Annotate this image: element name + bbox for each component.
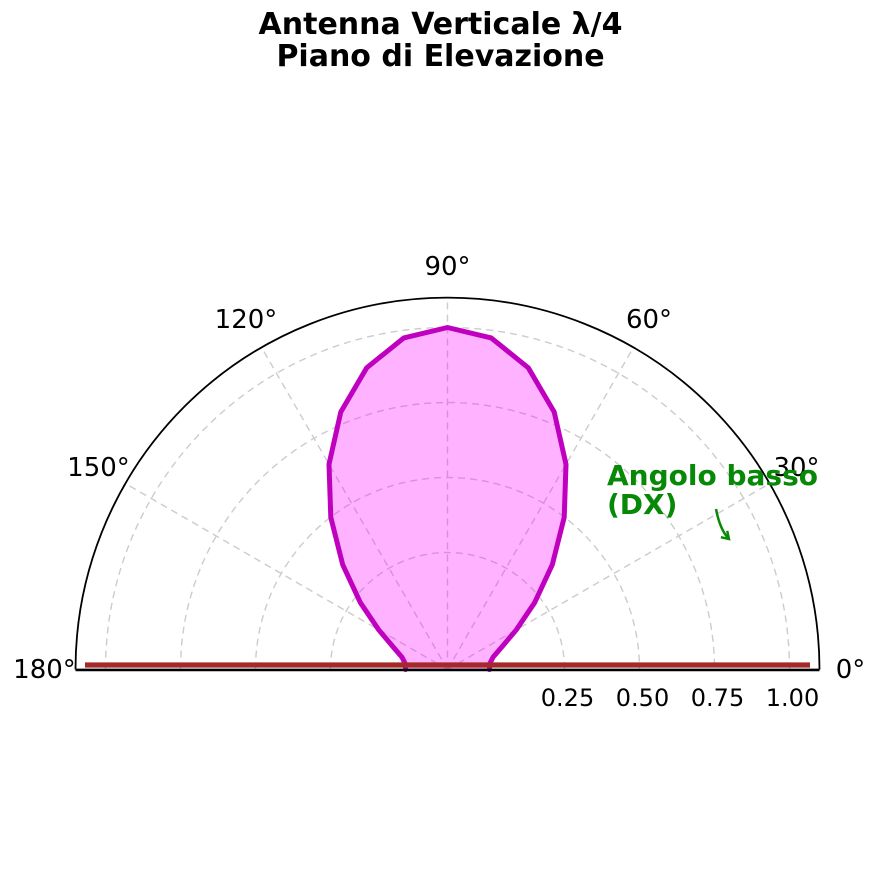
angle-tick-0: 0°: [835, 654, 866, 685]
angle-tick-60: 60°: [625, 305, 673, 336]
angle-tick-150: 150°: [67, 453, 130, 483]
angle-tick-180: 180°: [13, 654, 76, 685]
chart-title-line2: Piano di Elevazione: [276, 39, 605, 74]
angle-tick-30: 30°: [773, 453, 820, 483]
grid-circle-0.50: [254, 476, 641, 670]
annotation-line2: (DX): [607, 488, 678, 521]
angle-tick-120: 120°: [214, 305, 278, 336]
chart-title-line1: Antenna Verticale λ/4: [258, 7, 623, 42]
grid-circle-0.25: [329, 551, 566, 670]
pattern-lobe-outline: [326, 325, 569, 672]
grid-radial-120: [260, 346, 449, 670]
r-tick-0.25: 0.25: [540, 684, 595, 712]
annotation-angolo-basso: Angolo basso (DX): [607, 461, 818, 519]
grid-radial-60: [446, 346, 635, 670]
grid-radial-150: [124, 482, 448, 671]
r-tick-1.00: 1.00: [765, 684, 820, 712]
polar-spine-arc: [74, 296, 821, 670]
chart-title: Antenna Verticale λ/4 Piano di Elevazion…: [0, 9, 881, 73]
grid-radial-30: [447, 482, 771, 671]
r-tick-0.75: 0.75: [690, 684, 745, 712]
grid-circle-1.00: [104, 326, 791, 670]
annotation-line1: Angolo basso: [607, 459, 818, 492]
pattern-lobe-fill: [329, 327, 566, 670]
annotation-arrow: [714, 508, 731, 541]
angle-tick-90: 90°: [424, 251, 471, 282]
r-tick-0.50: 0.50: [615, 684, 670, 712]
